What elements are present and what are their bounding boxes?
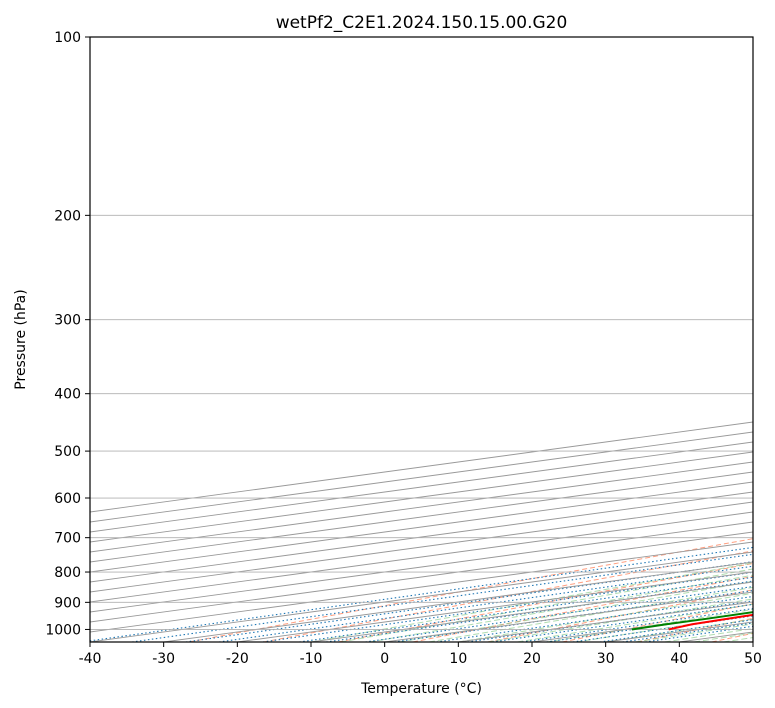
mixing-ratio-line: [131, 553, 753, 642]
x-tick-label: 0: [380, 651, 389, 667]
moist-adiabat-line: [428, 586, 753, 642]
y-tick-label: 200: [54, 208, 81, 224]
mixing-ratio-line: [522, 608, 753, 642]
mixing-ratio-line: [436, 595, 753, 642]
mixing-ratio-line: [90, 546, 753, 642]
y-tick-label: 700: [54, 531, 81, 547]
isotherm-line: [90, 461, 753, 553]
y-tick-label: 500: [54, 444, 81, 460]
dry-adiabats: [188, 538, 753, 642]
y-tick-label: 100: [54, 30, 81, 46]
x-tick-label: 40: [670, 651, 688, 667]
isotherm-line: [90, 511, 753, 603]
x-tick-label: 50: [744, 651, 762, 667]
y-tick-label: 300: [54, 313, 81, 329]
y-axis-label: Pressure (hPa): [13, 289, 29, 389]
isotherm-line: [90, 531, 753, 623]
moist-adiabat-line: [487, 598, 753, 642]
dry-adiabat-line: [412, 575, 753, 642]
x-tick-label: -10: [300, 651, 323, 667]
isotherm-line: [90, 451, 753, 543]
dry-adiabat-line: [263, 550, 753, 642]
y-tick-label: 1000: [45, 622, 81, 638]
isotherm-line: [90, 481, 753, 573]
y-tick-label: 900: [54, 595, 81, 611]
y-tick-label: 800: [54, 565, 81, 581]
dry-adiabat-line: [338, 562, 753, 642]
moist-adiabat-line: [369, 574, 753, 642]
axes: -40 -30 -20 -10 0 10 20 30 40 50 100 200 300 400 500 60…: [45, 30, 762, 667]
x-tick-label: 10: [449, 651, 467, 667]
x-tick-label: -40: [79, 651, 102, 667]
isotherm-line: [90, 521, 753, 613]
plot-frame: [89, 36, 754, 643]
y-tick-label: 600: [54, 491, 81, 507]
x-tick-label: 30: [597, 651, 615, 667]
isotherm-line: [90, 501, 753, 593]
x-tick-label: 20: [523, 651, 541, 667]
x-tick-label: -30: [152, 651, 175, 667]
mixing-ratio-line: [492, 603, 753, 642]
dry-adiabat-line: [487, 589, 753, 642]
grid-lines: [90, 37, 753, 642]
x-axis-label: Temperature (°C): [360, 681, 482, 697]
isotherm-line: [90, 491, 753, 583]
x-tick-label: -20: [226, 651, 249, 667]
y-tick-label: 400: [54, 387, 81, 403]
chart-title: wetPf2_C2E1.2024.150.15.00.G20: [276, 13, 568, 33]
isotherm-line: [90, 471, 753, 563]
